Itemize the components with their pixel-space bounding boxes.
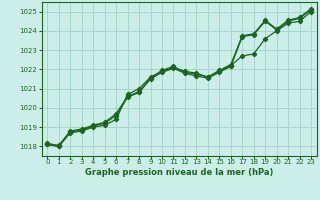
- X-axis label: Graphe pression niveau de la mer (hPa): Graphe pression niveau de la mer (hPa): [85, 168, 273, 177]
